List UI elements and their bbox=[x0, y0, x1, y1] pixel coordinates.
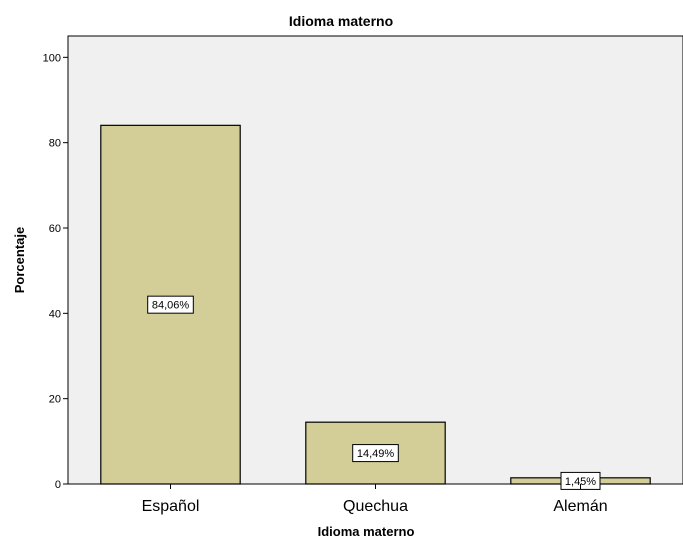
x-tick-label-0: Español bbox=[142, 498, 200, 515]
y-tick-label-0: 0 bbox=[55, 479, 61, 491]
y-tick-label-3: 60 bbox=[49, 223, 61, 235]
data-label-0: 84,06% bbox=[152, 300, 190, 312]
bars: 84,06% 14,49% 1,45% bbox=[100, 124, 651, 490]
y-axis: 0 20 40 60 80 100 bbox=[43, 52, 68, 491]
y-tick-label-4: 80 bbox=[49, 138, 61, 150]
y-tick-label-5: 100 bbox=[43, 52, 61, 64]
data-label-box-1 bbox=[352, 444, 399, 463]
y-tick-label-2: 40 bbox=[49, 308, 61, 320]
data-label-2: 1,45% bbox=[565, 476, 596, 488]
y-axis-label: Porcentaje bbox=[12, 227, 27, 293]
x-axis: Español Quechua Alemán bbox=[142, 484, 608, 515]
data-label-box-2 bbox=[560, 471, 601, 490]
x-tick-label-2: Alemán bbox=[553, 498, 607, 515]
data-label-1: 14,49% bbox=[357, 448, 395, 460]
y-tick-label-1: 20 bbox=[49, 394, 61, 406]
x-tick-label-1: Quechua bbox=[343, 498, 408, 515]
chart-title: Idioma materno bbox=[289, 13, 393, 29]
x-axis-label: Idioma materno bbox=[318, 524, 415, 539]
data-label-box-0 bbox=[147, 295, 194, 314]
